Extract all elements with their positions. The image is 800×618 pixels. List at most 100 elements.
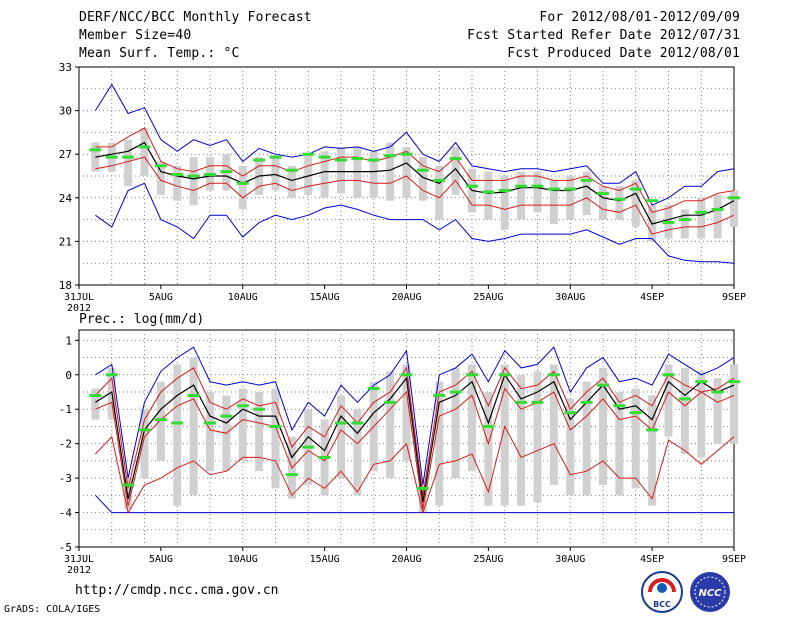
temp-box: [156, 161, 165, 195]
temp-observed-mark: [597, 191, 609, 195]
temp-box: [353, 146, 362, 198]
temp-observed-mark: [613, 197, 626, 201]
temp-observed-mark: [662, 221, 675, 225]
temp-observed-mark: [564, 187, 577, 191]
temp-box: [140, 128, 149, 176]
temp-observed-mark: [220, 170, 233, 174]
temp-box: [713, 194, 722, 239]
prec-box: [680, 367, 689, 454]
temp-observed-mark: [122, 155, 135, 159]
prec-observed-mark: [220, 414, 233, 418]
prec-x-tick-label: 20AUG: [391, 554, 421, 565]
prec-observed-mark: [171, 421, 184, 425]
temp-observed-mark: [416, 168, 429, 172]
temp-box: [615, 186, 624, 220]
prec-observed-mark: [187, 393, 200, 397]
prec-observed-mark: [236, 404, 249, 408]
temp-box: [517, 171, 526, 220]
temp-box: [533, 171, 542, 213]
prec-observed-mark: [597, 383, 609, 387]
temp-observed-mark: [187, 174, 200, 178]
prec-box: [549, 364, 558, 485]
prec-box: [664, 364, 673, 437]
prec-observed-mark: [531, 400, 544, 404]
temp-box: [549, 180, 558, 224]
temp-observed-mark: [678, 218, 691, 222]
prec-panel-title: Prec.: log(mm/d): [79, 312, 204, 327]
prec-observed-mark: [547, 373, 560, 377]
temp-observed-mark: [335, 158, 347, 162]
prec-x-tick-label: 9SEP: [722, 554, 746, 565]
temp-box: [173, 165, 182, 201]
prec-y-tick-label: -5: [59, 541, 72, 554]
temp-y-tick-label: 27: [59, 148, 72, 161]
ncc-logo: NCC: [690, 572, 730, 612]
temp-series-p_lower: [95, 156, 735, 235]
prec-y-tick-label: -4: [59, 507, 73, 520]
prec-box: [599, 367, 607, 485]
prec-box: [386, 371, 395, 479]
footer-url[interactable]: http://cmdp.ncc.cma.gov.cn: [75, 583, 279, 598]
temp-box: [566, 176, 575, 220]
prec-box: [451, 367, 460, 479]
temp-y-tick-label: 21: [59, 235, 72, 248]
temp-x-tick-label: 4SEP: [640, 292, 664, 303]
temp-box: [287, 165, 296, 198]
prec-box: [140, 409, 149, 479]
prec-box: [435, 381, 444, 506]
prec-series-min: [95, 494, 734, 514]
temp-y-tick-label: 18: [59, 279, 72, 292]
temp-box: [386, 142, 395, 201]
chart-title: DERF/NCC/BCC Monthly Forecast: [79, 10, 312, 25]
temp-y-tick-label: 24: [59, 192, 73, 205]
temp-box: [631, 180, 640, 227]
prec-box: [189, 357, 198, 496]
temp-observed-mark: [154, 164, 167, 168]
prec-observed-mark: [629, 411, 642, 415]
temp-observed-mark: [400, 152, 413, 156]
temp-box: [697, 197, 706, 239]
prec-x-tick-label: 15AUG: [310, 554, 340, 565]
temp-box: [680, 209, 689, 239]
prec-observed-mark: [285, 473, 298, 477]
temp-observed-mark: [646, 199, 659, 203]
prec-observed-mark: [498, 373, 511, 377]
fcst-started-date: Fcst Started Refer Date 2012/07/31: [467, 28, 740, 43]
temp-box: [124, 139, 133, 187]
temp-box: [435, 165, 444, 220]
prec-observed-mark: [384, 400, 397, 404]
prec-observed-mark: [416, 486, 429, 490]
temp-y-tick-label: 33: [59, 61, 72, 74]
fcst-produced-date: Fcst Produced Date 2012/08/01: [507, 46, 740, 61]
prec-x-tick-label: 4SEP: [640, 554, 664, 565]
temp-observed-mark: [482, 190, 495, 194]
prec-box: [500, 364, 509, 506]
prec-observed-mark: [449, 390, 462, 394]
temp-series-max: [94, 83, 735, 206]
prec-observed-mark: [433, 393, 446, 397]
prec-observed-mark: [466, 373, 478, 377]
temp-observed-mark: [138, 145, 151, 149]
temp-y-tick-label: 30: [59, 105, 72, 118]
prec-box: [402, 364, 411, 461]
temp-observed-mark: [711, 207, 724, 211]
prec-box: [582, 381, 591, 496]
temp-observed-mark: [285, 168, 298, 172]
prec-observed-mark: [580, 400, 593, 404]
temp-box: [369, 151, 378, 198]
prec-box: [468, 364, 476, 472]
prec-box: [206, 392, 214, 472]
temp-box: [484, 171, 493, 220]
prec-observed-mark: [613, 404, 626, 408]
temp-box: [451, 146, 460, 195]
prec-box: [713, 378, 722, 444]
prec-box: [484, 392, 493, 506]
prec-observed-mark: [564, 411, 577, 415]
prec-series-p_low: [95, 425, 735, 515]
temp-observed-mark: [236, 181, 249, 185]
prec-box: [615, 392, 624, 496]
prec-series-p_lower: [95, 387, 735, 510]
temp-observed-mark: [171, 173, 184, 177]
prec-box: [631, 388, 640, 489]
